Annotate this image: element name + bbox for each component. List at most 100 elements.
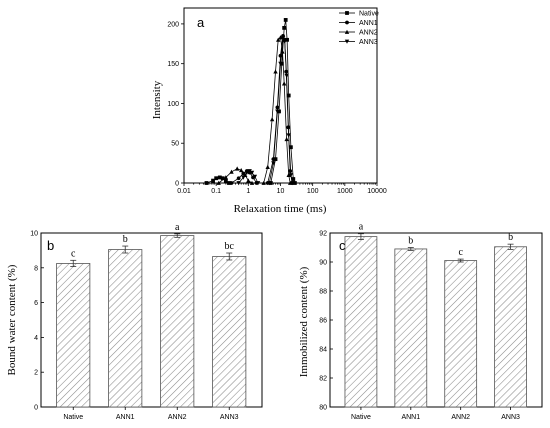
bar-b-ann3: [212, 256, 247, 408]
point-ann3-5: [252, 174, 258, 179]
y-tick-label-a-3: 150: [167, 61, 179, 68]
x-tick-label-a-5: 1000: [337, 188, 353, 195]
point-ann3-0: [236, 181, 241, 186]
y-tick-label-b-5: 10: [30, 231, 38, 238]
y-tick-label-b-2: 4: [34, 335, 38, 342]
point-ann1-0: [229, 181, 234, 185]
point-ann2-15: [281, 81, 287, 86]
panel-label-a: a: [197, 15, 205, 30]
x-tick-label-b-native: Native: [63, 414, 83, 421]
legend-label-ann1: ANN1: [359, 20, 378, 27]
y-tick-label-b-4: 8: [34, 265, 38, 272]
point-ann3-15: [288, 173, 294, 178]
point-ann3-1: [241, 175, 246, 180]
panel-label-c: c: [339, 238, 346, 253]
x-tick-label-b-ann3: ANN3: [220, 414, 239, 421]
point-native-0: [204, 181, 209, 185]
x-tick-label-b-ann1: ANN1: [116, 414, 135, 421]
bar-b-ann2: [160, 235, 195, 408]
bar-c-native: [344, 236, 378, 408]
series-ann2: [216, 35, 293, 185]
legend-a: Native ANN1 ANN2 ANN3: [339, 11, 379, 46]
point-native-11: [282, 25, 287, 30]
point-ann2-2: [229, 169, 234, 174]
point-ann3-9: [275, 109, 280, 114]
point-native-14: [286, 93, 291, 98]
point-ann2-6: [246, 178, 251, 183]
y-axis-label-b: Bound water content (%): [6, 264, 18, 375]
legend-marker-ann3: [344, 39, 350, 44]
significance-c-ann3: b: [508, 232, 513, 243]
y-tick-label-b-1: 2: [34, 370, 38, 377]
point-native-1: [211, 178, 215, 183]
y-tick-label-a-2: 100: [167, 101, 179, 108]
point-ann3-6: [255, 181, 261, 186]
point-ann3-10: [278, 61, 283, 66]
point-ann2-1: [223, 175, 229, 180]
x-tick-label-a-6: 10000: [367, 188, 387, 195]
chart-b: b Bound water content (%) 0 2 4 6 8 10 c Native…: [6, 222, 263, 421]
series-ann3: [236, 36, 295, 186]
point-ann2-9: [265, 164, 270, 169]
point-native-6: [227, 181, 231, 185]
y-tick-label-c-0: 80: [319, 405, 327, 412]
chart-a: a Relaxation time (ms) Intensity 0.01 0.1…: [151, 7, 387, 215]
y-tick-label-c-1: 82: [319, 376, 327, 383]
x-tick-label-a-3: 10: [277, 188, 285, 195]
point-native-16: [291, 177, 296, 181]
significance-c-ann2: c: [458, 247, 463, 258]
y-axis-label-c: Immobilized content (%): [298, 266, 310, 377]
point-ann2-4: [238, 167, 244, 173]
significance-b-ann3: bc: [225, 241, 235, 252]
point-ann1-10: [278, 53, 283, 58]
point-native-3: [217, 175, 222, 180]
point-ann2-0: [216, 180, 221, 185]
y-tick-label-b-0: 0: [34, 405, 38, 412]
significance-b-ann2: a: [175, 222, 180, 233]
bar-c-ann3: [494, 246, 527, 408]
point-native-8: [273, 157, 278, 162]
y-axis-label-a: Intensity: [151, 80, 163, 119]
y-tick-label-c-4: 88: [319, 289, 327, 296]
significance-b-ann1: b: [123, 234, 128, 245]
point-ann2-17: [286, 172, 291, 177]
point-native-2: [214, 176, 219, 181]
plot-frame-a: [183, 7, 378, 184]
x-tick-label-b-ann2: ANN2: [168, 414, 187, 421]
y-tick-label-a-1: 50: [171, 141, 179, 148]
x-tick-label-c-ann3: ANN3: [501, 414, 520, 421]
series-line-ann3: [238, 36, 294, 184]
point-native-9: [277, 109, 281, 114]
point-ann1-1: [236, 176, 241, 181]
point-ann3-14: [286, 133, 291, 138]
x-tick-label-a-4: 100: [307, 188, 319, 195]
point-native-13: [285, 37, 289, 42]
chart-c: c Immobilized content (%) 80 82 84 86 88 90 92…: [298, 222, 543, 421]
y-tick-label-a-0: 0: [175, 181, 179, 188]
y-tick-label-c-6: 92: [319, 231, 327, 238]
panel-label-b: b: [47, 238, 54, 253]
series-native: [204, 18, 297, 185]
point-native-4: [220, 176, 225, 181]
point-native-12: [283, 18, 288, 22]
point-native-5: [223, 178, 228, 183]
point-ann2-11: [273, 69, 278, 74]
point-ann3-16: [290, 181, 295, 186]
bar-b-ann1: [108, 249, 143, 408]
y-tick-label-a-4: 200: [167, 21, 179, 28]
point-ann2-10: [269, 117, 275, 122]
point-ann3-13: [284, 73, 289, 78]
legend-marker-ann1: [345, 20, 349, 25]
point-ann2-3: [234, 166, 240, 171]
point-ann3-2: [244, 170, 250, 175]
significance-b-native: c: [71, 248, 76, 259]
plot-frame-b: [40, 232, 263, 408]
x-tick-label-a-1: 0.1: [211, 188, 221, 195]
legend-marker-ann2: [344, 29, 350, 34]
point-ann2-18: [287, 180, 293, 185]
x-axis-label-a: Relaxation time (ms): [234, 203, 327, 215]
y-tick-label-c-5: 90: [319, 260, 327, 267]
x-tick-label-a-0: 0.01: [177, 188, 191, 195]
point-ann2-12: [276, 37, 281, 42]
